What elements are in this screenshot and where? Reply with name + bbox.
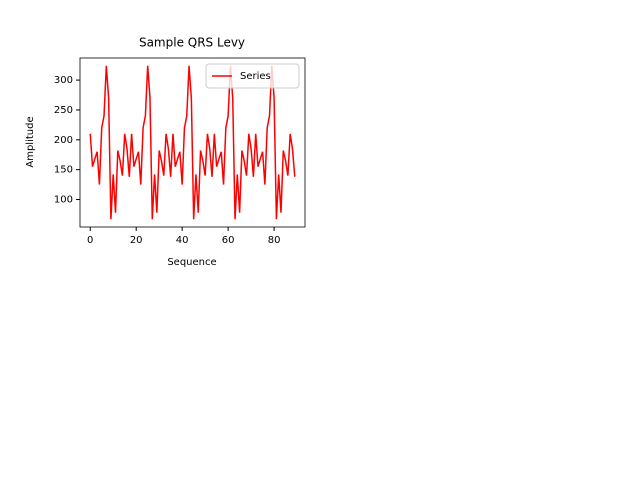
y-tick-label: 100 bbox=[54, 195, 73, 206]
chart-title: Sample QRS Levy bbox=[139, 36, 245, 50]
y-tick-label: 300 bbox=[54, 75, 73, 86]
y-tick-label: 250 bbox=[54, 105, 73, 116]
y-tick-label: 150 bbox=[54, 165, 73, 176]
plot-frame bbox=[79, 57, 306, 228]
y-axis-label: Amplitude bbox=[25, 116, 36, 167]
x-tick-label: 40 bbox=[176, 235, 189, 246]
legend-box bbox=[205, 63, 300, 89]
x-tick-label: 60 bbox=[222, 235, 235, 246]
legend-label: Series bbox=[240, 71, 271, 82]
series-line bbox=[89, 65, 296, 220]
x-tick-label: 80 bbox=[268, 235, 281, 246]
x-tick-label: 0 bbox=[87, 235, 93, 246]
x-tick-label: 20 bbox=[130, 235, 143, 246]
x-axis-label: Sequence bbox=[167, 257, 216, 268]
y-tick-label: 200 bbox=[54, 135, 73, 146]
